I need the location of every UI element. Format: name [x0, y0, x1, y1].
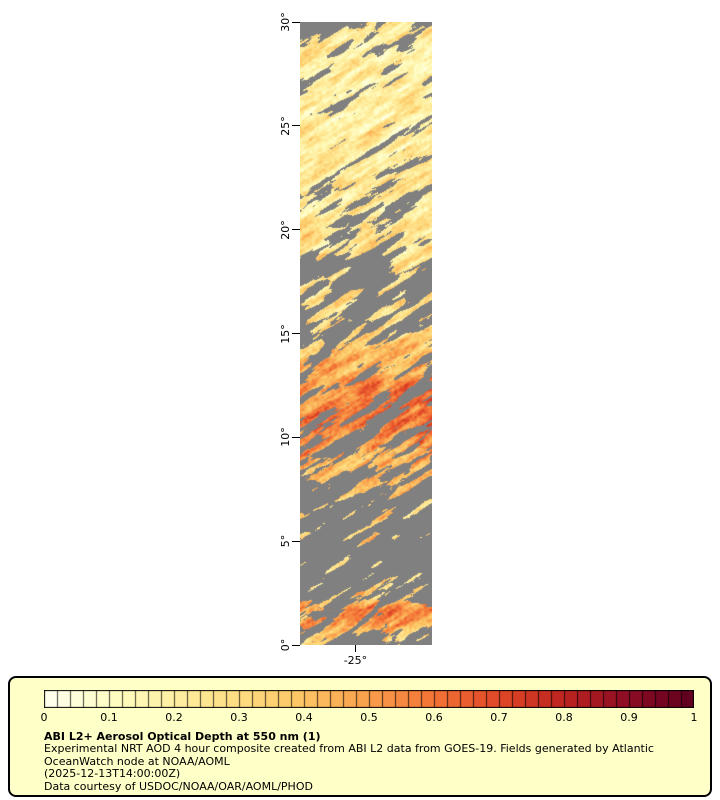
- colorbar-tick-label: 0.2: [165, 711, 183, 724]
- lat-tick-label: 25°: [279, 116, 292, 136]
- legend-text: ABI L2+ Aerosol Optical Depth at 550 nm …: [44, 730, 704, 793]
- colorbar-tick-labels: 0 0.1 0.2 0.3 0.4 0.5 0.6 0.7 0.8 0.9 1: [10, 711, 710, 725]
- lat-tick: [292, 333, 300, 334]
- colorbar-tick-label: 0: [40, 711, 48, 724]
- aod-map-canvas: [300, 22, 432, 645]
- legend-description-line1: Experimental NRT AOD 4 hour composite cr…: [44, 742, 654, 755]
- legend-title: ABI L2+ Aerosol Optical Depth at 550 nm …: [44, 730, 321, 743]
- colorbar-tick-label: 1: [690, 711, 698, 724]
- lat-tick-label: 10°: [279, 427, 292, 448]
- lat-tick: [292, 229, 300, 231]
- lat-tick: [292, 540, 300, 542]
- lat-tick: [292, 21, 300, 23]
- lat-tick-label: 30°: [279, 12, 292, 32]
- legend-credit: Data courtesy of USDOC/NOAA/OAR/AOML/PHO…: [44, 779, 313, 793]
- lat-tick: [292, 436, 300, 438]
- colorbar-tick-label: 0.7: [490, 711, 508, 724]
- lat-tick-label: 20°: [279, 219, 292, 240]
- colorbar-tick-label: 0.3: [230, 711, 248, 724]
- lon-tick-label: -25°: [343, 654, 368, 667]
- lon-tick: [354, 645, 356, 652]
- colorbar-tick-label: 0.6: [425, 711, 443, 724]
- lat-tick-label: 5°: [279, 534, 292, 548]
- colorbar-tick-label: 0.9: [620, 711, 638, 724]
- lat-tick: [292, 644, 300, 646]
- colorbar: [44, 690, 694, 708]
- colorbar-tick-label: 0.1: [100, 711, 118, 724]
- legend-timestamp: (2025-12-13T14:00:00Z): [44, 767, 181, 781]
- colorbar-tick-label: 0.8: [555, 711, 573, 724]
- lat-tick-label: 0°: [279, 638, 292, 652]
- legend-panel: 0 0.1 0.2 0.3 0.4 0.5 0.6 0.7 0.8 0.9 1 ABI L2+ Ae…: [8, 676, 712, 797]
- colorbar-tick-label: 0.4: [295, 711, 313, 724]
- lat-tick-label: 15°: [279, 323, 292, 344]
- lat-tick: [292, 125, 300, 127]
- colorbar-tick-label: 0.5: [360, 711, 378, 724]
- legend-description-line2: OceanWatch node at NOAA/AOML: [44, 754, 230, 768]
